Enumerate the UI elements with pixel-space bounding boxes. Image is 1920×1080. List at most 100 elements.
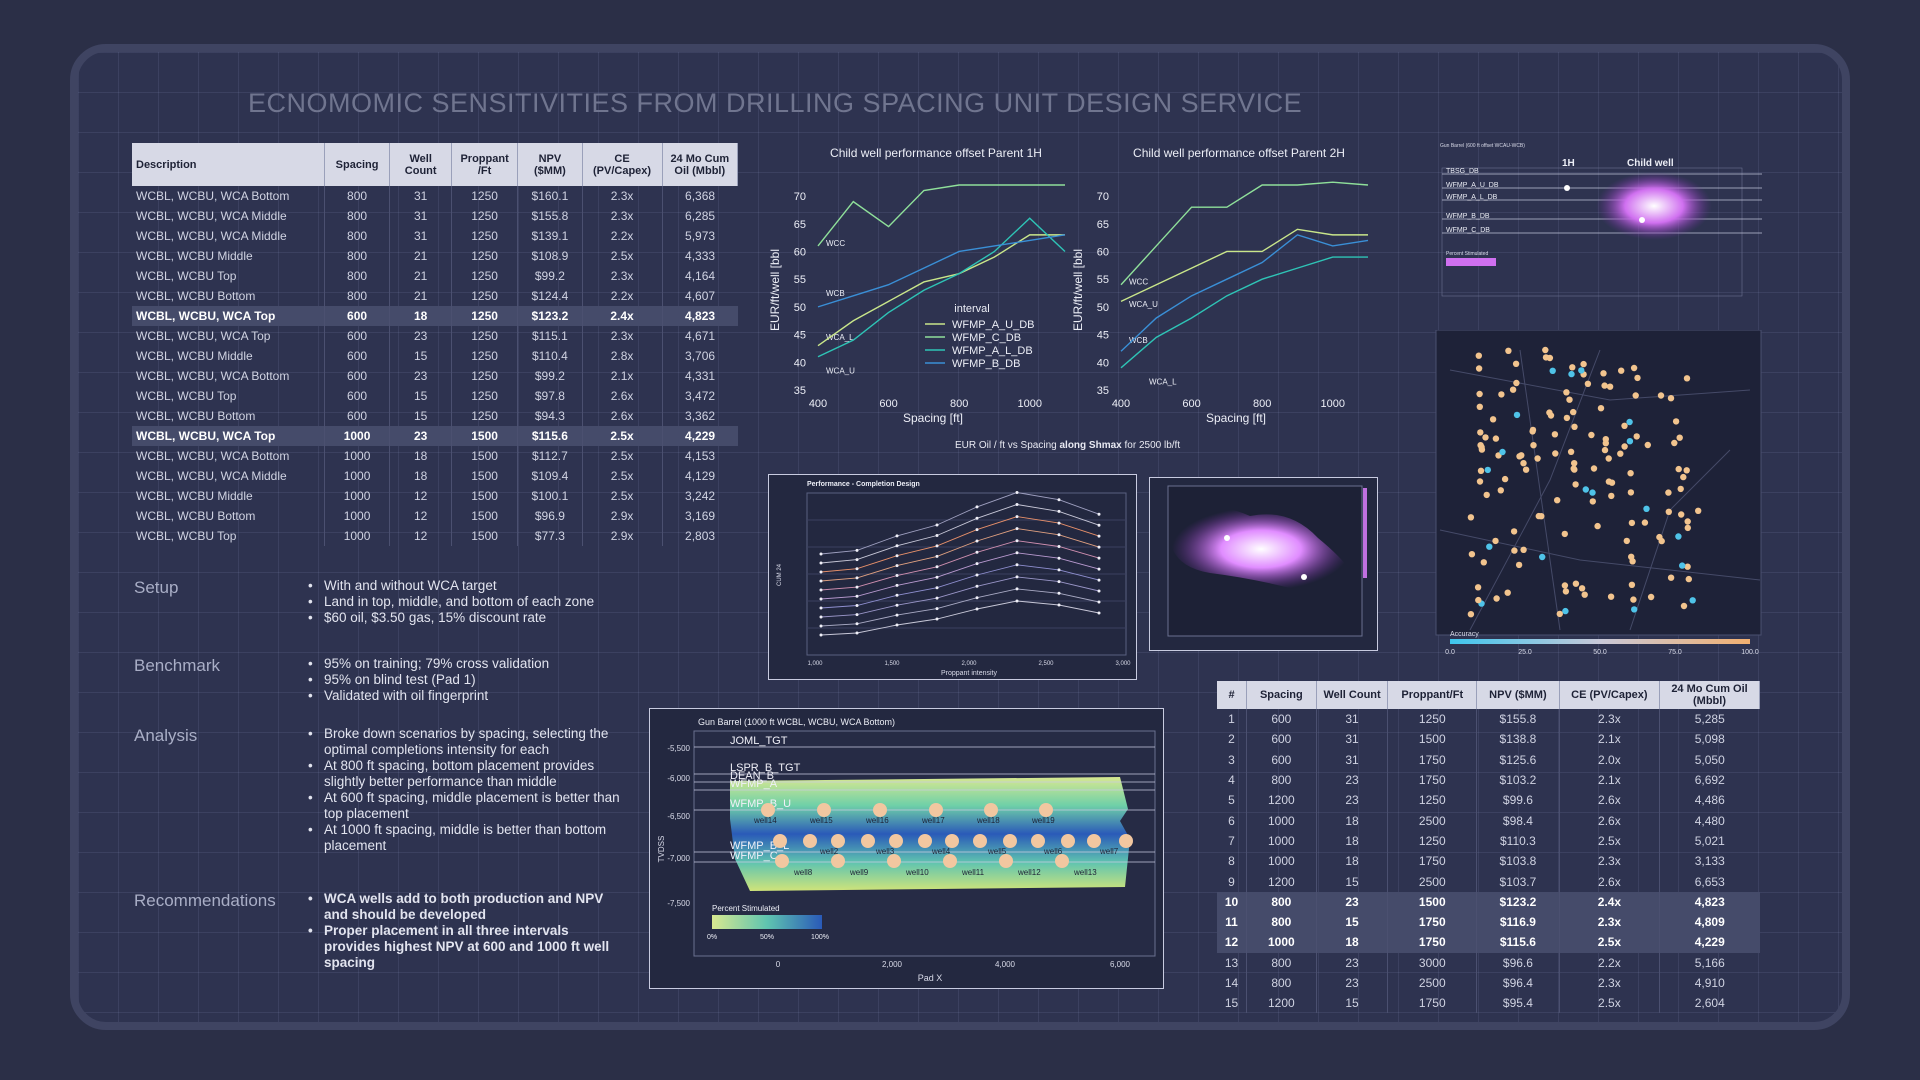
table-row[interactable]: WCBL, WCBU, WCA Top 600 18 1250 $123.2 2.4x 4,…: [132, 306, 738, 326]
x-tick-label: 2,000: [961, 661, 977, 667]
table-cell: 15: [389, 346, 452, 366]
table-cell: 6,368: [661, 186, 738, 206]
table-row[interactable]: 8 1000 18 1750 $103.8 2.3x 3,133: [1217, 851, 1760, 872]
table-cell: $95.4: [1476, 993, 1560, 1014]
data-point: [975, 505, 979, 509]
table-cell: 800: [323, 286, 390, 306]
road-line: [1439, 529, 1761, 581]
table-cell: $96.6: [1476, 952, 1560, 973]
well-point: [1608, 479, 1616, 486]
table-row[interactable]: WCBL, WCBU, WCA Top 1000 23 1500 $115.6 2.5x 4…: [132, 426, 738, 446]
table-row[interactable]: WCBL, WCBU Top 600 15 1250 $97.8 2.6x 3,472: [132, 386, 738, 406]
table-row[interactable]: 10 800 23 1500 $123.2 2.4x 4,823: [1217, 891, 1760, 912]
table-cell: 4,910: [1659, 972, 1760, 994]
table-cell: $115.6: [1476, 932, 1560, 953]
column-header[interactable]: 24 Mo Cum Oil (Mbbl): [662, 143, 739, 186]
well-marker: [889, 834, 903, 848]
table-row[interactable]: 13 800 23 3000 $96.6 2.2x 5,166: [1217, 952, 1760, 973]
series-line: [820, 504, 1100, 564]
well-point: [1510, 528, 1518, 535]
data-point: [819, 633, 823, 637]
table-row[interactable]: 2 600 31 1500 $138.8 2.1x 5,098: [1217, 729, 1760, 750]
column-header[interactable]: Well Count: [1316, 681, 1389, 709]
table-row[interactable]: 3 600 31 1750 $125.6 2.0x 5,050: [1217, 749, 1760, 770]
table-cell: 5,098: [1659, 729, 1760, 750]
table-row[interactable]: WCBL, WCBU Bottom 1000 12 1500 $96.9 2.9x 3,16…: [132, 506, 738, 526]
table-row[interactable]: 9 1200 15 2500 $103.7 2.6x 6,653: [1217, 871, 1760, 892]
stimulation-heatmap: [1149, 477, 1378, 651]
table-row[interactable]: WCBL, WCBU Bottom 800 21 1250 $124.4 2.2x 4,60…: [132, 286, 738, 306]
table-row[interactable]: 4 800 23 1750 $103.2 2.1x 6,692: [1217, 769, 1760, 791]
table-row[interactable]: WCBL, WCBU Bottom 600 15 1250 $94.3 2.6x 3,362: [132, 406, 738, 426]
series-line: [1120, 181, 1369, 286]
table-row[interactable]: WCBL, WCBU, WCA Middle 800 31 1250 $139.1 2.2…: [132, 226, 738, 246]
data-point: [855, 558, 859, 562]
series-line: [820, 552, 1100, 600]
well-point: [1607, 593, 1615, 600]
data-point: [819, 579, 823, 583]
table-row[interactable]: 15 1200 15 1750 $95.4 2.5x 2,604: [1217, 993, 1760, 1014]
column-header[interactable]: Description: [132, 143, 325, 186]
table-cell: 800: [323, 266, 390, 286]
x-tick-label: 6,000: [1110, 960, 1131, 969]
table-row[interactable]: WCBL, WCBU Top 1000 12 1500 $77.3 2.9x 2,803: [132, 526, 738, 546]
table-row[interactable]: 5 1200 23 1250 $99.6 2.6x 4,486: [1217, 790, 1760, 811]
table-row[interactable]: WCBL, WCBU, WCA Middle 1000 18 1500 $109.4 2.…: [132, 466, 738, 486]
table-cell: 2,604: [1659, 993, 1760, 1014]
data-point: [1057, 603, 1061, 607]
table-cell: 2.3x: [1558, 972, 1660, 994]
column-header[interactable]: #: [1217, 681, 1248, 709]
table-row[interactable]: WCBL, WCBU, WCA Bottom 800 31 1250 $160.1 2.3…: [132, 186, 738, 206]
table-row[interactable]: 1 600 31 1250 $155.8 2.3x 5,285: [1217, 709, 1760, 730]
well-point: [1628, 581, 1636, 588]
well-marker: [1301, 574, 1307, 580]
table-row[interactable]: 14 800 23 2500 $96.4 2.3x 4,910: [1217, 972, 1760, 994]
well-label: well10: [905, 868, 929, 877]
column-header[interactable]: Spacing: [324, 143, 391, 186]
column-header[interactable]: NPV ($MM): [1476, 681, 1560, 709]
table-row[interactable]: WCBL, WCBU, WCA Bottom 600 23 1250 $99.2 2.1x…: [132, 366, 738, 386]
table-cell: $116.9: [1476, 911, 1560, 933]
table-cell: 4,153: [661, 446, 738, 466]
table-row[interactable]: 6 1000 18 2500 $98.4 2.6x 4,480: [1217, 810, 1760, 831]
table-cell: 4,331: [661, 366, 738, 386]
analysis-item: Broke down scenarios by spacing, selecti…: [308, 726, 630, 758]
well-marker: [1039, 803, 1053, 817]
well-marker: [773, 834, 787, 848]
column-header[interactable]: 24 Mo Cum Oil (Mbbl): [1659, 681, 1760, 709]
table-cell: 3,133: [1659, 851, 1760, 872]
legend-entry: WFMP_A_L_DB: [952, 345, 1033, 357]
table-cell: 1250: [450, 306, 518, 326]
table-row[interactable]: 11 800 15 1750 $116.9 2.3x 4,809: [1217, 911, 1760, 933]
table-row[interactable]: WCBL, WCBU Middle 800 21 1250 $108.9 2.5x 4,33…: [132, 246, 738, 266]
column-header[interactable]: NPV ($MM): [517, 143, 583, 186]
table-row[interactable]: WCBL, WCBU Middle 600 15 1250 $110.4 2.8x 3,70…: [132, 346, 738, 366]
well-point: [1477, 467, 1485, 474]
column-header[interactable]: Spacing: [1246, 681, 1317, 709]
table-cell: 18: [389, 446, 452, 466]
column-header[interactable]: CE (PV/Capex): [1559, 681, 1661, 709]
well-label: well13: [1073, 868, 1097, 877]
well-marker: [1224, 535, 1230, 541]
table-row[interactable]: WCBL, WCBU Top 800 21 1250 $99.2 2.3x 4,164: [132, 266, 738, 286]
data-point: [975, 550, 979, 554]
analysis-item: At 1000 ft spacing, middle is better tha…: [308, 822, 630, 854]
x-tick-label: 3,000: [1115, 661, 1131, 667]
table-cell: 600: [323, 366, 390, 386]
column-header[interactable]: Well Count: [389, 143, 452, 186]
column-header[interactable]: CE (PV/Capex): [582, 143, 663, 186]
table-row[interactable]: WCBL, WCBU Middle 1000 12 1500 $100.1 2.5x 3,2…: [132, 486, 738, 506]
table-cell: 800: [1246, 911, 1317, 933]
table-cell: 1000: [323, 426, 390, 446]
column-header[interactable]: Proppant /Ft: [451, 143, 519, 186]
table-row[interactable]: WCBL, WCBU, WCA Top 600 23 1250 $115.1 2.3x 4,…: [132, 326, 738, 346]
data-point: [975, 596, 979, 600]
table-row[interactable]: 12 1000 18 1750 $115.6 2.5x 4,229: [1217, 932, 1760, 953]
table-row[interactable]: WCBL, WCBU, WCA Middle 800 31 1250 $155.8 2.3…: [132, 206, 738, 226]
table-row[interactable]: 7 1000 18 1250 $110.3 2.5x 5,021: [1217, 830, 1760, 852]
zone-label: DEAN_B: [730, 770, 774, 782]
column-header[interactable]: Proppant/Ft: [1387, 681, 1478, 709]
table-row[interactable]: WCBL, WCBU, WCA Bottom 1000 18 1500 $112.7 2.…: [132, 446, 738, 466]
table-cell: 2,803: [661, 526, 738, 546]
table-cell: 2.3x: [1558, 911, 1660, 933]
